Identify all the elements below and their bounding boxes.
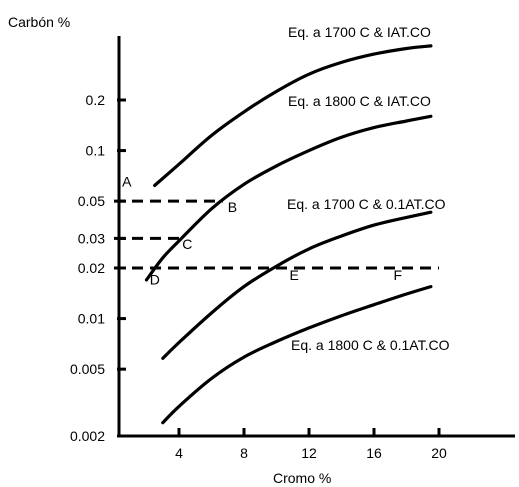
series-line <box>155 46 431 186</box>
y-tick-label: 0.005 <box>70 361 105 377</box>
x-tick-label: 20 <box>431 445 447 461</box>
x-tick-label: 4 <box>175 445 183 461</box>
point-label: E <box>290 267 299 283</box>
x-tick-label: 16 <box>366 445 382 461</box>
x-ticks: 4 8 12 16 20 <box>175 428 447 461</box>
x-tick-label: 8 <box>240 445 248 461</box>
y-tick-label: 0.02 <box>78 260 105 276</box>
y-tick-label: 0.03 <box>78 230 105 246</box>
point-label: F <box>394 267 403 283</box>
y-tick-label: 0.05 <box>78 193 105 209</box>
point-label: B <box>228 199 237 215</box>
y-tick-label: 0.002 <box>70 428 105 444</box>
y-axis-title: Carbón % <box>8 14 70 30</box>
series-label: Eq. a 1700 C & 0.1AT.CO <box>287 196 446 212</box>
series-label: Eq. a 1800 C & IAT.CO <box>288 93 431 109</box>
y-tick-label: 0.01 <box>78 311 105 327</box>
x-tick-label: 12 <box>301 445 317 461</box>
y-tick-label: 0.1 <box>86 143 106 159</box>
point-label: A <box>122 174 132 190</box>
series-line <box>163 287 431 423</box>
x-axis-title: Cromo % <box>273 470 331 486</box>
point-label: D <box>150 271 160 287</box>
y-tick-label: 0.2 <box>86 92 106 108</box>
series-label: Eq. a 1800 C & 0.1AT.CO <box>291 337 450 353</box>
series-label: Eq. a 1700 C & IAT.CO <box>288 24 431 40</box>
point-label: C <box>182 236 192 252</box>
